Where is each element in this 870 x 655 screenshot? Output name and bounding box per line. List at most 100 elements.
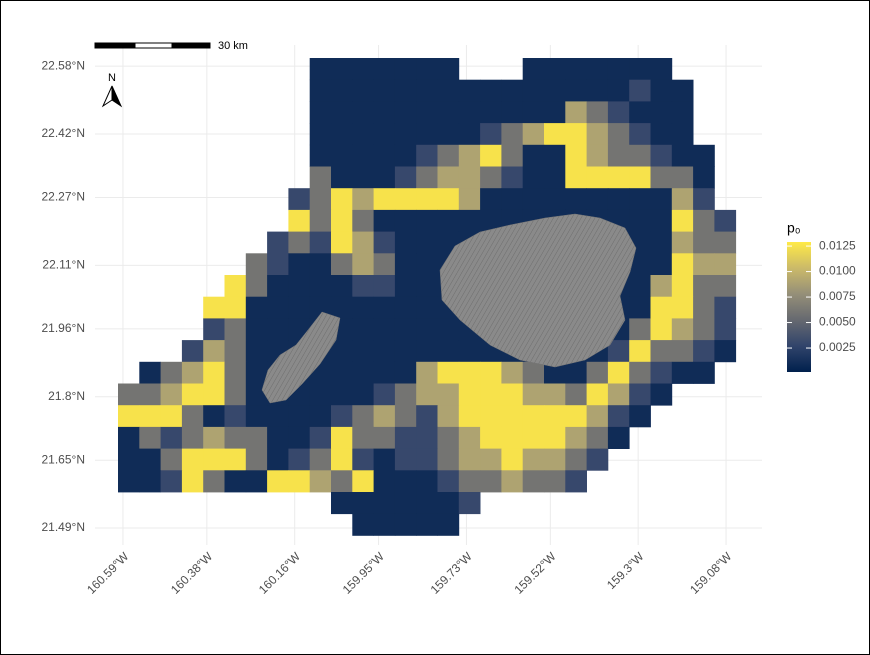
raster-cell — [501, 470, 523, 492]
raster-cell — [480, 470, 502, 492]
raster-cell — [331, 80, 353, 102]
raster-cell — [310, 470, 332, 492]
raster-cell — [182, 470, 204, 492]
raster-cell — [587, 427, 609, 449]
raster-cell — [310, 80, 332, 102]
raster-cell — [267, 405, 289, 427]
raster-cell — [438, 470, 460, 492]
scale-segment — [95, 43, 135, 48]
raster-cell — [480, 80, 502, 102]
raster-cell — [203, 405, 225, 427]
raster-cell — [608, 384, 630, 406]
raster-cell — [523, 101, 545, 123]
raster-cell — [693, 232, 715, 254]
raster-cell — [629, 362, 651, 384]
raster-cell — [608, 101, 630, 123]
raster-cell — [565, 362, 587, 384]
raster-cell — [714, 340, 736, 362]
raster-cell — [608, 80, 630, 102]
raster-cell — [459, 340, 481, 362]
raster-cell — [608, 427, 630, 449]
raster-cell — [118, 405, 140, 427]
raster-cell — [608, 188, 630, 210]
y-tick-label: 22.11°N — [42, 258, 85, 272]
raster-cell — [416, 318, 438, 340]
raster-cell — [714, 275, 736, 297]
raster-cell — [544, 101, 566, 123]
raster-cell — [672, 318, 694, 340]
raster-cell — [416, 297, 438, 319]
raster-cell — [629, 167, 651, 189]
raster-cell — [331, 123, 353, 145]
raster-cell — [288, 253, 310, 275]
legend: p₀ 0.01250.01000.00750.00500.0025 — [787, 220, 856, 372]
raster-cell — [139, 449, 161, 471]
raster-cell — [651, 123, 673, 145]
raster-cell — [352, 340, 374, 362]
raster-cell — [523, 384, 545, 406]
y-tick-label: 21.96°N — [42, 321, 86, 335]
raster-cell — [438, 384, 460, 406]
raster-cell — [480, 145, 502, 167]
raster-cell — [246, 449, 268, 471]
raster-cell — [331, 210, 353, 232]
raster-cell — [374, 449, 396, 471]
raster-cell — [352, 297, 374, 319]
raster-cell — [331, 101, 353, 123]
raster-cell — [523, 405, 545, 427]
raster-cell — [352, 514, 374, 536]
raster-cell — [395, 427, 417, 449]
raster-cell — [352, 405, 374, 427]
y-tick-label: 21.65°N — [42, 452, 86, 466]
raster-cell — [651, 340, 673, 362]
raster-cell — [459, 210, 481, 232]
raster-cell — [608, 145, 630, 167]
raster-cell — [459, 167, 481, 189]
raster-cell — [161, 405, 183, 427]
raster-cell — [629, 145, 651, 167]
scale-label: 30 km — [218, 40, 248, 52]
raster-cell — [672, 101, 694, 123]
raster-cell — [501, 384, 523, 406]
raster-cell — [203, 340, 225, 362]
raster-cell — [714, 232, 736, 254]
raster-cell — [246, 253, 268, 275]
raster-cell — [565, 80, 587, 102]
raster-cell — [352, 384, 374, 406]
raster-cell — [395, 167, 417, 189]
raster-cell — [416, 275, 438, 297]
raster-cell — [395, 470, 417, 492]
raster-cell — [651, 58, 673, 80]
raster-cell — [225, 470, 247, 492]
raster-cell — [374, 470, 396, 492]
raster-cell — [416, 145, 438, 167]
raster-cell — [267, 275, 289, 297]
raster-cell — [352, 145, 374, 167]
raster-cell — [331, 449, 353, 471]
raster-cell — [374, 80, 396, 102]
raster-cell — [459, 405, 481, 427]
raster-cell — [374, 384, 396, 406]
raster-cell — [352, 318, 374, 340]
raster-cell — [438, 318, 460, 340]
raster-cell — [438, 427, 460, 449]
raster-cell — [459, 80, 481, 102]
raster-cell — [374, 167, 396, 189]
raster-cell — [395, 340, 417, 362]
raster-cell — [352, 188, 374, 210]
legend-label: 0.0025 — [819, 340, 856, 354]
raster-cell — [246, 297, 268, 319]
raster-cell — [416, 188, 438, 210]
raster-cell — [438, 101, 460, 123]
raster-cell — [182, 449, 204, 471]
raster-cell — [587, 449, 609, 471]
raster-cell — [693, 362, 715, 384]
raster-cell — [438, 340, 460, 362]
raster-cell — [714, 297, 736, 319]
raster-cell — [182, 405, 204, 427]
legend-label: 0.0050 — [819, 315, 856, 329]
raster-cell — [651, 318, 673, 340]
raster-cell — [693, 188, 715, 210]
raster-cell — [651, 253, 673, 275]
raster-cell — [501, 145, 523, 167]
